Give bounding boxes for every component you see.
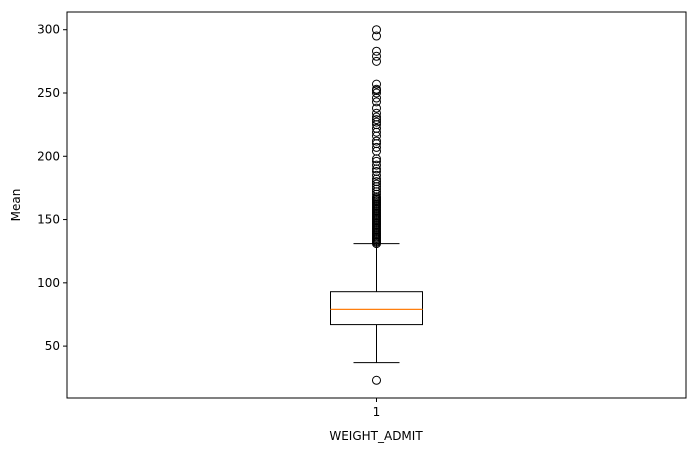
outlier-point: [372, 179, 381, 189]
outlier-point: [372, 84, 381, 94]
outlier-point: [372, 31, 381, 41]
outlier-point: [372, 166, 381, 176]
outlier-point: [372, 177, 381, 187]
plot-marks: [330, 25, 423, 385]
outlier-point: [372, 117, 381, 127]
y-tick-label: 250: [37, 86, 60, 100]
y-axis: 50 100 150 200 250 300: [37, 23, 67, 353]
outlier-point: [372, 115, 381, 125]
outlier-point: [372, 46, 381, 56]
outlier-point: [372, 103, 381, 113]
x-axis: 1: [373, 398, 381, 419]
outlier-point: [372, 56, 381, 66]
outlier-point: [372, 51, 381, 61]
outlier-point: [372, 108, 381, 118]
outlier-point: [372, 112, 381, 122]
y-tick-label: 50: [45, 339, 60, 353]
x-axis-label: WEIGHT_ADMIT: [329, 429, 423, 443]
outlier-point: [372, 79, 381, 89]
outlier-point: [372, 160, 381, 170]
outlier-point: [372, 123, 381, 133]
iqr-box: [330, 291, 423, 326]
outlier-point: [372, 375, 381, 385]
x-tick-label: 1: [373, 405, 381, 419]
outlier-point: [372, 142, 381, 152]
outlier-point: [372, 97, 381, 107]
outlier-point: [372, 136, 381, 146]
outlier-point: [372, 170, 381, 180]
y-tick-label: 100: [37, 276, 60, 290]
y-tick-label: 300: [37, 23, 60, 37]
y-tick-label: 150: [37, 213, 60, 227]
outlier-point: [372, 25, 381, 35]
y-axis-label: Mean: [9, 189, 23, 222]
outlier-point: [372, 156, 381, 166]
outlier-point: [372, 88, 381, 98]
y-tick-label: 200: [37, 149, 60, 163]
